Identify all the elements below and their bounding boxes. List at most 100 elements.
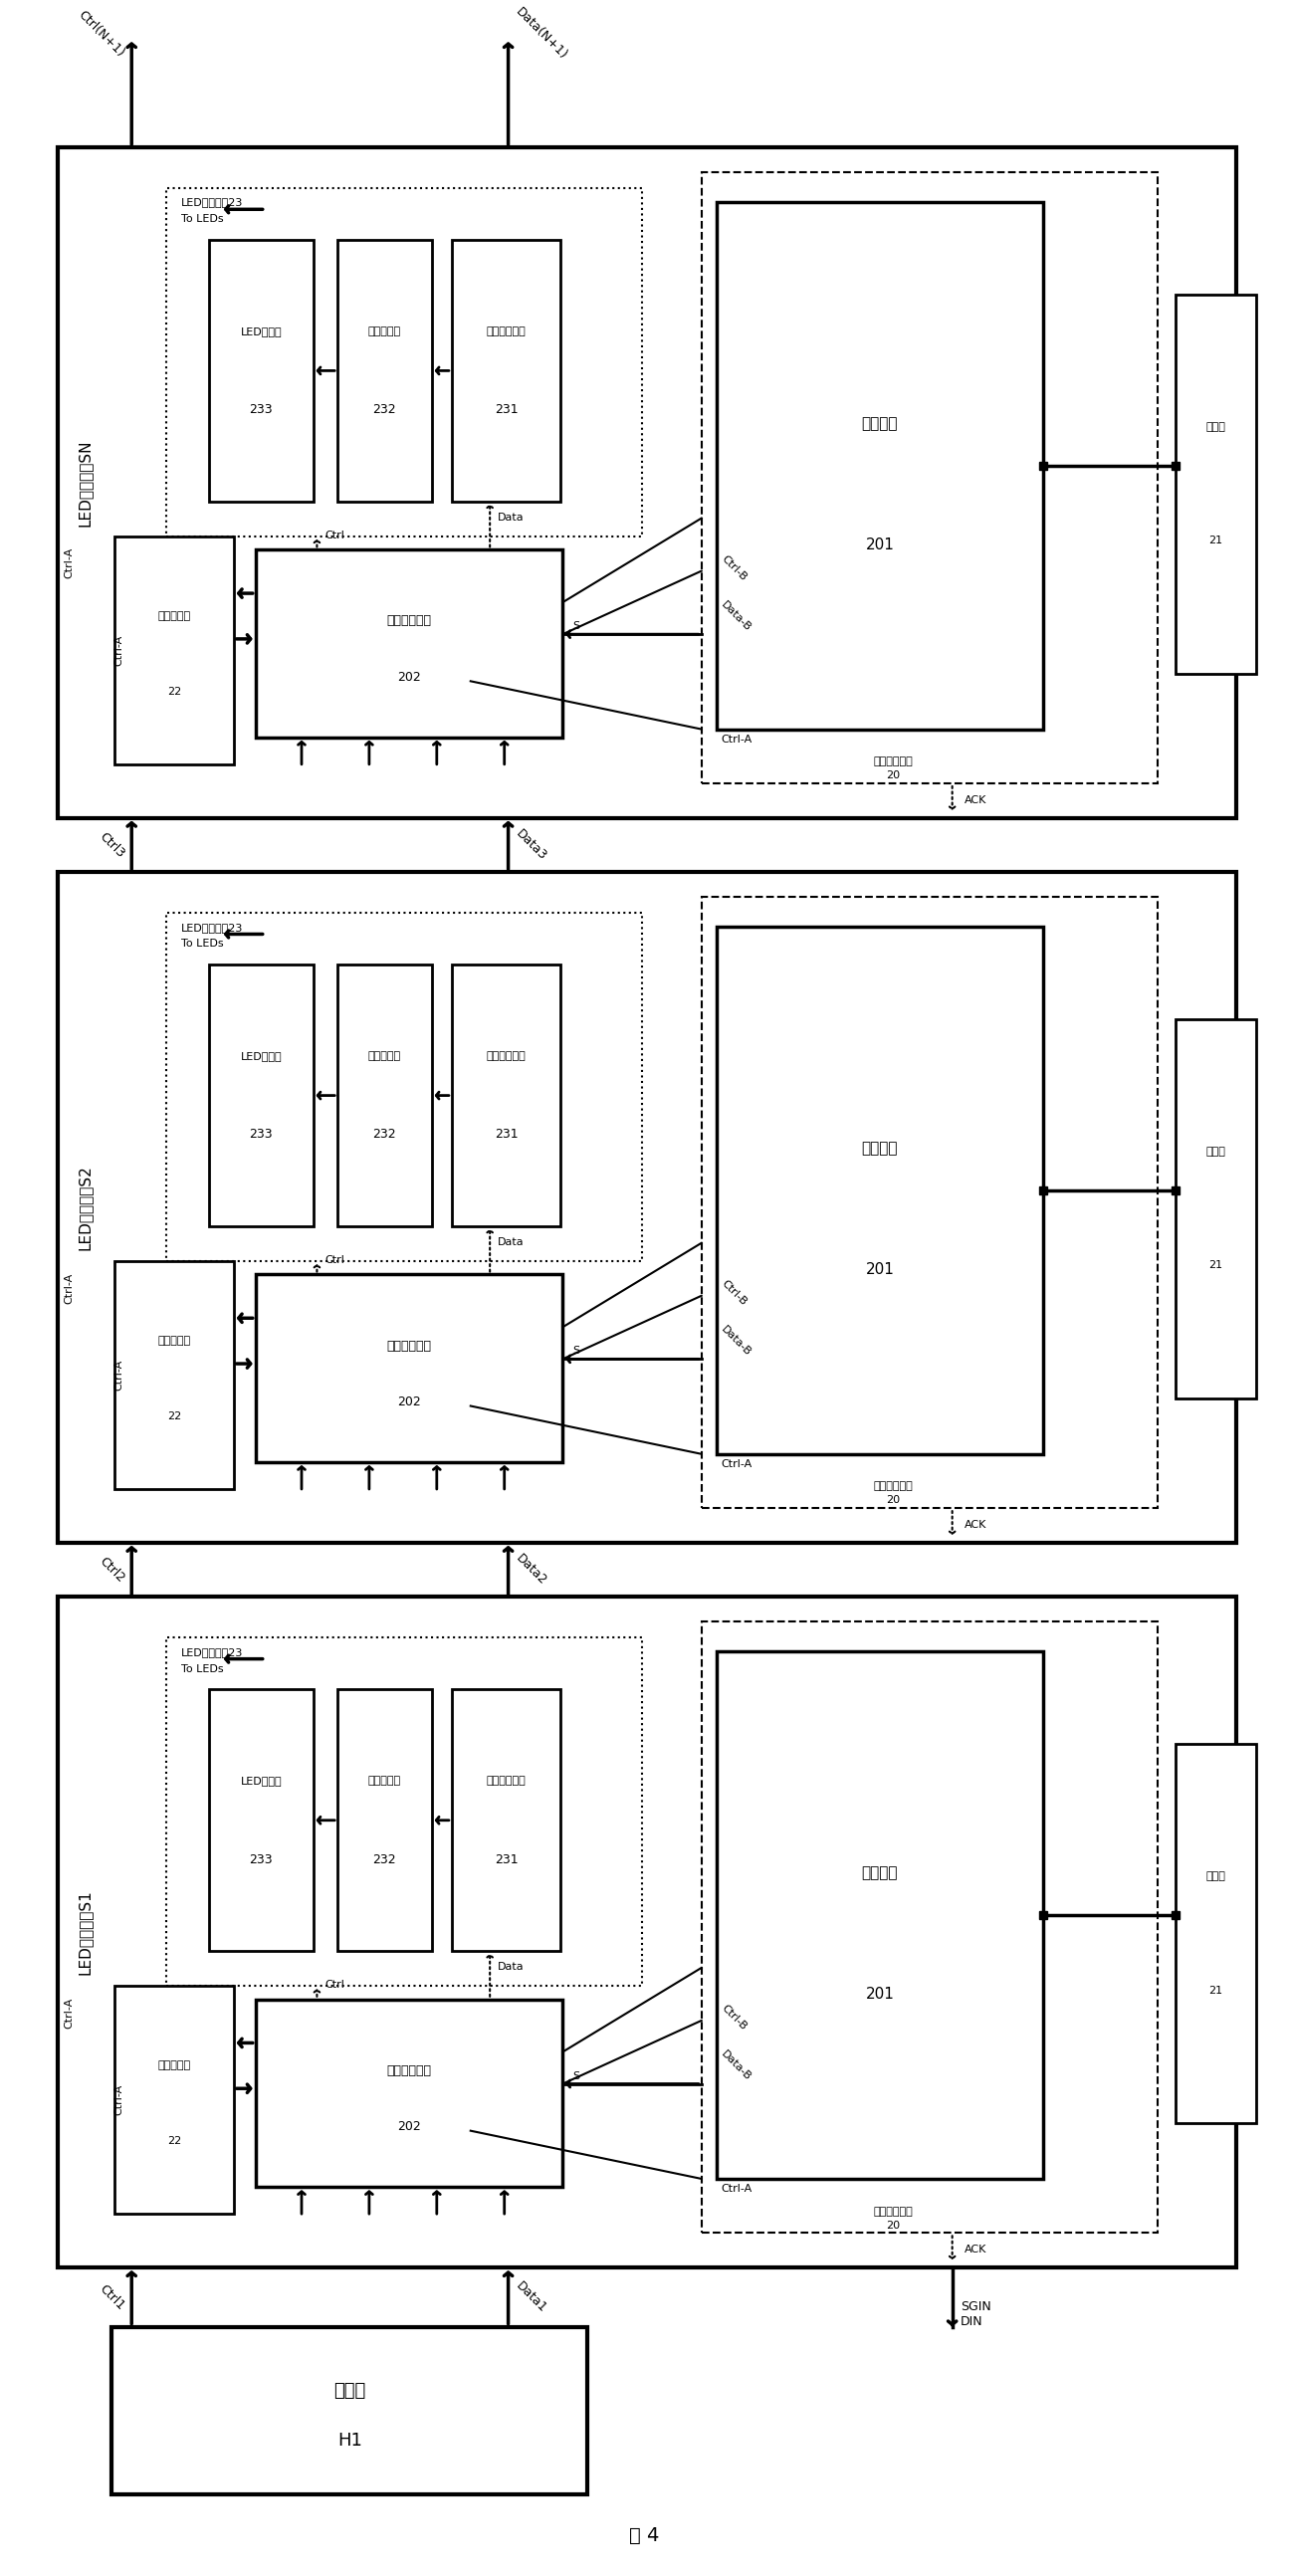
Text: 21: 21	[1209, 1260, 1223, 1270]
Text: Ctrl1: Ctrl1	[97, 2282, 126, 2313]
Text: Ctrl: Ctrl	[325, 1981, 344, 1989]
Bar	[338, 240, 432, 502]
Text: Data-B: Data-B	[719, 2050, 753, 2084]
Text: Ctrl-A: Ctrl-A	[113, 634, 124, 665]
Text: Ctrl-B: Ctrl-B	[719, 2004, 749, 2032]
Bar	[166, 188, 642, 536]
Bar	[108, 1973, 584, 2228]
Bar	[717, 927, 1043, 1453]
Text: 202: 202	[397, 1396, 422, 1409]
Bar	[701, 896, 1158, 1507]
Text: Data1: Data1	[513, 2280, 549, 2316]
Text: 232: 232	[373, 1852, 397, 1865]
Text: 21: 21	[1209, 536, 1223, 546]
Text: Ctrl-A: Ctrl-A	[64, 1273, 75, 1303]
Bar	[166, 1638, 642, 1986]
Text: Ctrl-A: Ctrl-A	[722, 734, 753, 744]
Text: Ctrl: Ctrl	[325, 531, 344, 541]
Bar	[701, 1623, 1158, 2233]
Text: 微处理器: 微处理器	[862, 1141, 898, 1157]
Text: Ctrl(N+1): Ctrl(N+1)	[75, 8, 126, 59]
Bar	[451, 1690, 561, 1950]
Bar	[451, 240, 561, 502]
Bar	[338, 966, 432, 1226]
Bar	[166, 912, 642, 1262]
Text: 21: 21	[1209, 1986, 1223, 1996]
Text: LED驱动电路23: LED驱动电路23	[182, 1646, 244, 1656]
Text: 移位寄存器组: 移位寄存器组	[486, 327, 526, 337]
Text: 201: 201	[865, 1262, 895, 1278]
Text: Data-B: Data-B	[719, 1324, 753, 1358]
Text: To LEDs: To LEDs	[182, 1664, 223, 1674]
Text: LED驱动器: LED驱动器	[241, 1775, 282, 1785]
Text: 存储器: 存储器	[1207, 1146, 1226, 1157]
Text: 201: 201	[865, 1986, 895, 2002]
Text: S: S	[572, 621, 580, 631]
Text: 输出锁存器: 输出锁存器	[369, 1051, 401, 1061]
Text: 频率感应器: 频率感应器	[157, 1337, 191, 1345]
Text: 22: 22	[168, 1412, 182, 1422]
Bar	[701, 173, 1158, 783]
Text: To LEDs: To LEDs	[182, 214, 223, 224]
Text: Data2: Data2	[513, 1551, 549, 1587]
Text: 存储控制电路: 存储控制电路	[873, 2208, 913, 2215]
Bar	[717, 201, 1043, 729]
Bar	[115, 536, 233, 765]
Bar	[1176, 294, 1257, 672]
Text: LED驱动单元S1: LED驱动单元S1	[77, 1891, 93, 1976]
Bar	[108, 1247, 584, 1502]
Bar	[57, 147, 1236, 819]
Bar	[57, 1597, 1236, 2267]
Text: 微处理器: 微处理器	[862, 415, 898, 430]
Text: Data: Data	[498, 1236, 525, 1247]
Bar	[1176, 1020, 1257, 1399]
Text: Data-B: Data-B	[719, 600, 753, 634]
Bar	[209, 240, 313, 502]
Text: 202: 202	[397, 2120, 422, 2133]
Bar	[451, 966, 561, 1226]
Text: Data: Data	[498, 513, 525, 523]
Text: DIN: DIN	[960, 2316, 982, 2329]
Bar	[255, 1999, 563, 2187]
Text: 201: 201	[865, 536, 895, 551]
Bar	[338, 1690, 432, 1950]
Text: Ctrl: Ctrl	[325, 1255, 344, 1265]
Text: 输出锁存器: 输出锁存器	[369, 327, 401, 337]
Text: 移位寄存器组: 移位寄存器组	[486, 1051, 526, 1061]
Text: 存储控制电路: 存储控制电路	[873, 1481, 913, 1492]
Bar	[115, 1986, 233, 2213]
Text: Ctrl-A: Ctrl-A	[722, 1458, 753, 1468]
Text: ACK: ACK	[964, 1520, 986, 1530]
Text: 存储器: 存储器	[1207, 1873, 1226, 1880]
Text: Ctrl-A: Ctrl-A	[64, 1996, 75, 2027]
Text: 存储器: 存储器	[1207, 422, 1226, 433]
Text: 231: 231	[495, 404, 518, 417]
Text: SGIN: SGIN	[960, 2300, 991, 2313]
Text: LED驱动单元SN: LED驱动单元SN	[77, 438, 93, 526]
Text: 微处理器: 微处理器	[862, 1865, 898, 1880]
Text: ACK: ACK	[964, 2244, 986, 2254]
Bar	[209, 966, 313, 1226]
Text: To LEDs: To LEDs	[182, 940, 223, 948]
Text: LED驱动器: LED驱动器	[241, 1051, 282, 1061]
Text: 232: 232	[373, 1128, 397, 1141]
Text: Data3: Data3	[513, 827, 549, 863]
Text: 22: 22	[168, 2136, 182, 2146]
Text: 输出锁存器: 输出锁存器	[369, 1775, 401, 1785]
Text: 存储控制电路: 存储控制电路	[873, 757, 913, 768]
Text: 20: 20	[886, 770, 900, 781]
Bar	[717, 1651, 1043, 2179]
Text: Ctrl2: Ctrl2	[97, 1556, 126, 1584]
Text: 233: 233	[249, 404, 273, 417]
Bar	[108, 523, 584, 778]
Text: 频率选择装置: 频率选择装置	[387, 616, 432, 629]
Text: 频率选择装置: 频率选择装置	[387, 1340, 432, 1352]
Text: Ctrl-B: Ctrl-B	[719, 1278, 749, 1306]
Text: Ctrl-A: Ctrl-A	[113, 1360, 124, 1391]
Text: LED驱动单元S2: LED驱动单元S2	[77, 1164, 93, 1249]
Text: 频率感应器: 频率感应器	[157, 2061, 191, 2071]
Text: ACK: ACK	[964, 796, 986, 806]
Text: 231: 231	[495, 1128, 518, 1141]
Text: 22: 22	[168, 685, 182, 696]
Text: 232: 232	[373, 404, 397, 417]
